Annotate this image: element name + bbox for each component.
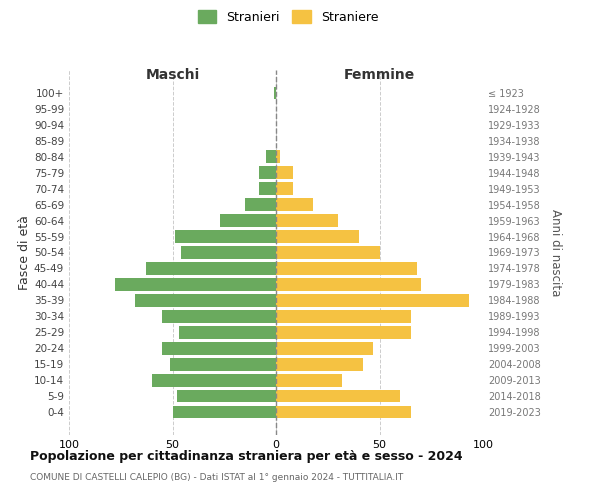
Bar bbox=[276, 246, 380, 259]
Bar bbox=[266, 150, 276, 163]
Bar bbox=[276, 166, 293, 179]
Bar bbox=[276, 262, 417, 275]
Bar bbox=[276, 326, 410, 338]
Bar bbox=[276, 198, 313, 211]
Bar bbox=[115, 278, 276, 291]
Bar bbox=[173, 406, 276, 418]
Legend: Stranieri, Straniere: Stranieri, Straniere bbox=[194, 6, 382, 28]
Bar bbox=[276, 406, 410, 418]
Bar bbox=[162, 310, 276, 322]
Bar bbox=[276, 182, 293, 195]
Y-axis label: Anni di nascita: Anni di nascita bbox=[549, 209, 562, 296]
Bar bbox=[152, 374, 276, 386]
Text: Popolazione per cittadinanza straniera per età e sesso - 2024: Popolazione per cittadinanza straniera p… bbox=[30, 450, 463, 463]
Bar bbox=[276, 294, 469, 306]
Bar bbox=[276, 214, 338, 227]
Text: Femmine: Femmine bbox=[344, 68, 415, 82]
Bar bbox=[259, 182, 276, 195]
Bar bbox=[259, 166, 276, 179]
Bar bbox=[176, 390, 276, 402]
Bar bbox=[276, 230, 359, 243]
Y-axis label: Fasce di età: Fasce di età bbox=[18, 215, 31, 290]
Bar bbox=[146, 262, 276, 275]
Bar bbox=[162, 342, 276, 354]
Text: Maschi: Maschi bbox=[145, 68, 200, 82]
Bar bbox=[276, 150, 280, 163]
Bar bbox=[276, 390, 400, 402]
Text: COMUNE DI CASTELLI CALEPIO (BG) - Dati ISTAT al 1° gennaio 2024 - TUTTITALIA.IT: COMUNE DI CASTELLI CALEPIO (BG) - Dati I… bbox=[30, 472, 403, 482]
Bar bbox=[181, 246, 276, 259]
Bar bbox=[276, 310, 410, 322]
Bar bbox=[276, 278, 421, 291]
Bar bbox=[245, 198, 276, 211]
Bar bbox=[175, 230, 276, 243]
Bar bbox=[276, 358, 363, 370]
Bar bbox=[135, 294, 276, 306]
Bar bbox=[220, 214, 276, 227]
Bar bbox=[276, 374, 342, 386]
Bar bbox=[274, 86, 276, 100]
Bar bbox=[276, 342, 373, 354]
Bar bbox=[170, 358, 276, 370]
Bar bbox=[179, 326, 276, 338]
